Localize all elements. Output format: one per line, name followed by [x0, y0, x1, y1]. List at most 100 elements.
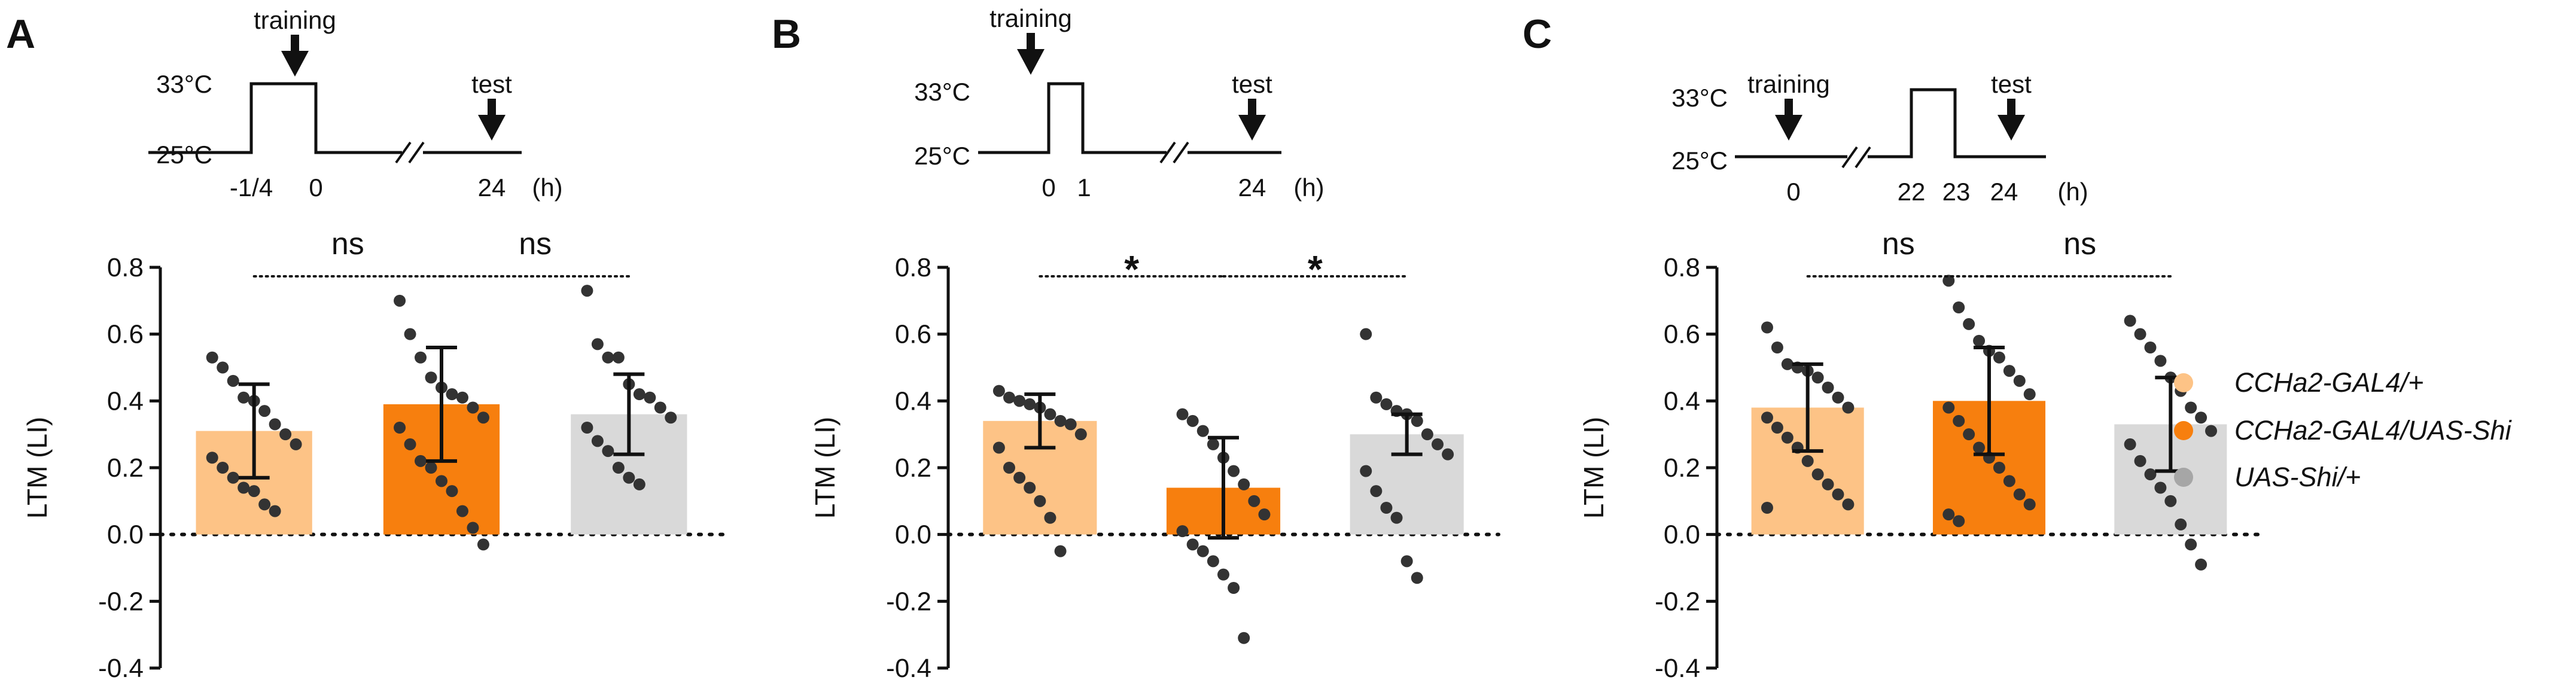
panel-c: C training test 33°C 25°C 0 22 23 24 (h)…: [1523, 11, 2263, 683]
legend-marker-cchagal4: [2174, 373, 2193, 392]
panel-c-y-tick-label: -0.4: [1655, 654, 1700, 683]
panel-b-protocol: training test 33°C 25°C 0 1 24 (h): [914, 4, 1324, 202]
panel-a-point-uasshi: [591, 338, 604, 350]
panel-a-point-uasshi: [612, 351, 625, 364]
panel-c-point-cchagal4: [1842, 498, 1855, 511]
panel-c-point-cchagal4-uasshi: [2013, 374, 2026, 387]
panel-c-point-cchagal4-uasshi: [1953, 301, 1965, 313]
panel-a-point-cchagal4: [269, 418, 281, 431]
panel-a-point-uasshi: [644, 391, 656, 404]
panel-a-y-tick-label: 0.2: [107, 453, 144, 483]
panel-b-point-uasshi: [1380, 398, 1393, 410]
panel-a-point-cchagal4: [227, 471, 239, 484]
panel-c-point-cchagal4-uasshi: [1942, 508, 1955, 521]
panel-a-point-uasshi: [581, 422, 593, 434]
panel-b-y-tick-label: 0.8: [895, 253, 931, 282]
panel-a-point-cchagal4: [248, 485, 260, 498]
panel-a-point-cchagal4-uasshi: [456, 391, 468, 404]
panel-a-time-tick-3: 24: [478, 173, 506, 202]
panel-c-point-uasshi: [2205, 425, 2218, 437]
panel-c-point-uasshi: [2144, 342, 2157, 353]
panel-a-y-tick-label: -0.4: [98, 654, 144, 683]
panel-c-letter: C: [1523, 11, 1552, 57]
panel-c-significance-label: ns: [2063, 227, 2096, 261]
panel-c-point-uasshi: [2175, 518, 2187, 530]
panel-c-point-cchagal4: [1781, 431, 1794, 444]
panel-b-point-uasshi: [1432, 438, 1444, 450]
panel-b-y-tick-label: -0.2: [886, 587, 931, 616]
panel-a-point-cchagal4: [290, 438, 302, 450]
panel-c-point-uasshi: [2185, 401, 2197, 414]
legend-label-cchagal4-uasshi: CCHa2-GAL4/UAS-Shi: [2234, 415, 2513, 446]
panel-c-point-cchagal4-uasshi: [1942, 401, 1955, 414]
panel-a-y-tick-label: 0.6: [107, 320, 144, 349]
panel-b-y-tick-label: 0.0: [895, 520, 931, 550]
panel-c-y-tick-label: 0.6: [1664, 320, 1700, 349]
panel-a-time-tick-1: -1/4: [230, 173, 273, 202]
panel-b-point-cchagal4-uasshi: [1248, 495, 1260, 507]
panel-a-point-uasshi: [612, 462, 625, 474]
panel-c-point-cchagal4-uasshi: [1973, 334, 1986, 347]
panel-c-point-uasshi: [2144, 468, 2157, 481]
panel-c-point-cchagal4-uasshi: [1993, 462, 2005, 474]
panel-a-point-cchagal4: [206, 351, 218, 364]
panel-b-time-tick-3: 24: [1238, 173, 1266, 202]
panel-a-point-uasshi: [591, 435, 604, 447]
panel-a-time-tick-2: 0: [309, 173, 322, 202]
panel-a-training-arrow: [281, 35, 309, 77]
panel-a-point-cchagal4-uasshi: [446, 485, 458, 498]
panel-b-point-cchagal4-uasshi: [1186, 414, 1199, 427]
panel-c-point-cchagal4-uasshi: [2003, 365, 2015, 377]
legend-label-uasshi: UAS-Shi/+: [2234, 462, 2361, 492]
panel-b-significance-label: *: [1308, 248, 1323, 291]
panel-a-point-cchagal4-uasshi: [425, 462, 437, 474]
panel-a-protocol: training test 33°C 25°C -1/4 0 24 (h): [148, 6, 563, 202]
panel-c-time-tick-2: 22: [1898, 178, 1926, 206]
panel-c-point-uasshi: [2195, 411, 2207, 424]
panel-b-point-cchagal4: [992, 385, 1005, 397]
panel-b-y-tick-label: 0.4: [895, 386, 931, 416]
panel-a-point-uasshi: [602, 351, 614, 364]
panel-b-point-cchagal4: [1003, 462, 1015, 474]
panel-b-point-cchagal4: [1024, 481, 1036, 494]
panel-c-temp-high: 33°C: [1671, 84, 1728, 112]
panel-a-significance-label: ns: [519, 227, 552, 261]
panel-c-point-cchagal4-uasshi: [1963, 428, 1975, 441]
panel-b-point-cchagal4: [1074, 428, 1087, 441]
panel-c-test-arrow: [1998, 99, 2025, 141]
panel-a-y-axis-label: LTM (LI): [22, 417, 53, 519]
panel-a-temperature-trace: [148, 82, 522, 154]
panel-c-point-cchagal4-uasshi: [1993, 351, 2005, 364]
panel-b-point-cchagal4: [1003, 391, 1015, 404]
panel-c-point-cchagal4: [1761, 502, 1773, 514]
panel-a-letter: A: [6, 11, 35, 57]
panel-a-point-uasshi: [633, 478, 645, 490]
panel-c-point-cchagal4-uasshi: [1953, 414, 1965, 427]
panel-a-point-cchagal4-uasshi: [446, 388, 458, 401]
panel-b-point-uasshi: [1370, 485, 1383, 498]
panel-b-point-cchagal4-uasshi: [1258, 508, 1271, 521]
legend-label-cchagal4: CCHa2-GAL4/+: [2234, 367, 2423, 398]
panel-c-significance-label: ns: [1882, 227, 1915, 261]
panel-a-point-cchagal4-uasshi: [477, 411, 489, 424]
panel-c-point-uasshi: [2164, 495, 2177, 507]
panel-c-point-cchagal4: [1822, 382, 1834, 394]
panel-a: A training test 33°C 25°C -1/4 0 24 (h) …: [6, 6, 724, 683]
panel-a-point-cchagal4-uasshi: [404, 438, 416, 450]
panel-c-point-cchagal4: [1781, 358, 1794, 370]
panel-b-plot: 0.8 0.6 0.4 0.2 0.0 -0.2 -0.4 LTM (LI) * *: [809, 248, 1500, 683]
panel-b-point-cchagal4-uasshi: [1228, 465, 1240, 477]
panel-c-y-tick-label: 0.8: [1664, 253, 1700, 282]
panel-c-point-cchagal4-uasshi: [2023, 498, 2036, 511]
panel-c-time-unit: (h): [2057, 178, 2088, 206]
panel-a-plot: 0.8 0.6 0.4 0.2 0.0 -0.2 -0.4 LTM (LI) ns ns: [22, 227, 724, 683]
panel-c-axis-break: [1841, 146, 1871, 169]
panel-b-test-label: test: [1232, 70, 1272, 98]
panel-b-point-cchagal4-uasshi: [1176, 408, 1189, 420]
panel-b-axis-break: [1159, 141, 1189, 164]
panel-c-point-uasshi: [2134, 455, 2146, 467]
legend: CCHa2-GAL4/+ CCHa2-GAL4/UAS-Shi UAS-Shi/…: [2174, 367, 2513, 492]
panel-c-point-cchagal4-uasshi: [2003, 475, 2015, 487]
panel-b-significance-label: *: [1124, 248, 1139, 291]
